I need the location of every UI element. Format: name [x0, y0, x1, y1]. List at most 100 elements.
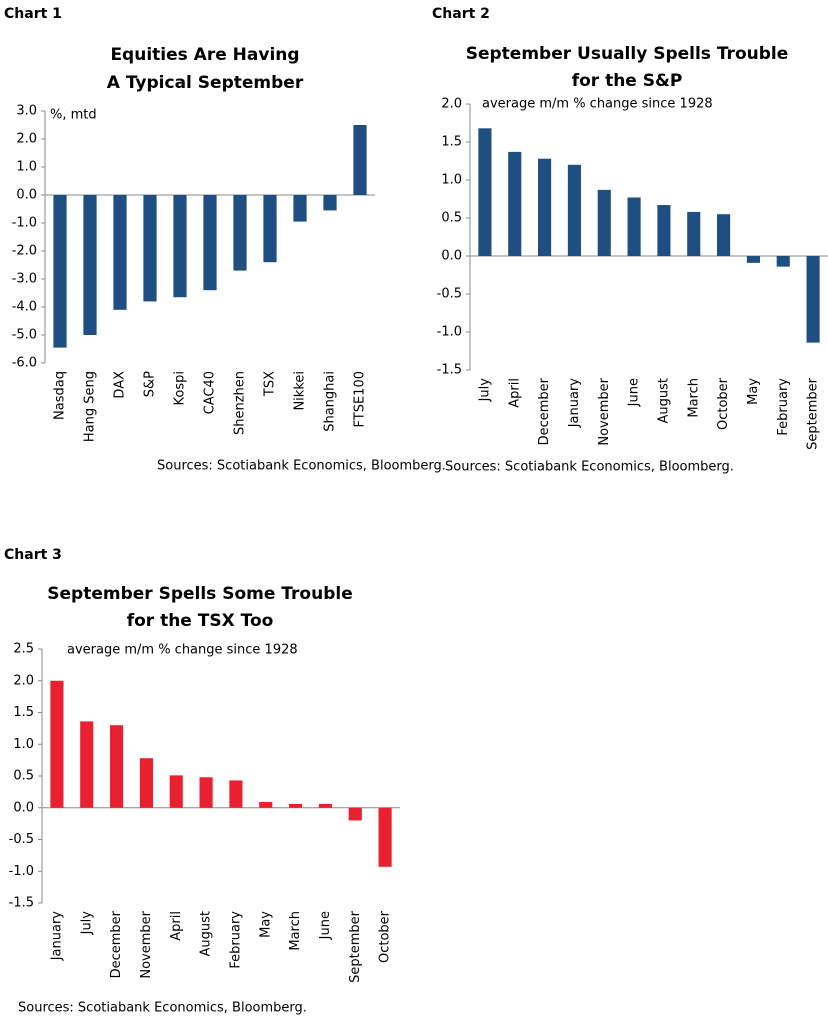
- bar: [717, 214, 731, 256]
- x-tick-label: January: [567, 378, 582, 429]
- y-tick-label: -1.5: [9, 896, 34, 911]
- y-tick-label: -3.0: [12, 272, 37, 287]
- x-tick-label: March: [686, 378, 701, 418]
- y-tick-label: -0.5: [437, 287, 462, 302]
- bar: [113, 195, 127, 310]
- x-tick-label: November: [139, 910, 154, 978]
- x-tick-label: DAX: [113, 371, 128, 399]
- chart-title: September Spells Some Trouble: [47, 584, 352, 604]
- x-tick-label: August: [199, 911, 214, 957]
- y-tick-label: 1.0: [441, 173, 462, 188]
- y-tick-label: 3.0: [16, 104, 37, 119]
- chart-title: for the S&P: [572, 71, 683, 91]
- x-tick-label: July: [79, 911, 94, 936]
- x-tick-label: Shanghai: [323, 371, 338, 432]
- bar: [627, 197, 641, 256]
- y-tick-label: 1.0: [13, 737, 34, 752]
- bar: [263, 195, 277, 263]
- chart-label: Chart 3: [4, 547, 62, 563]
- x-tick-label: May: [746, 378, 761, 405]
- source: Sources: Scotiabank Economics, Bloomberg…: [445, 460, 734, 475]
- x-tick-label: TSX: [263, 371, 278, 397]
- bar: [53, 195, 67, 348]
- bar: [746, 256, 760, 263]
- bar: [50, 680, 64, 808]
- x-tick-label: Nikkei: [293, 371, 308, 411]
- subtitle: average m/m % change since 1928: [67, 643, 298, 658]
- bar: [139, 758, 153, 808]
- y-tick-label: 1.5: [13, 705, 34, 720]
- x-tick-label: February: [228, 911, 243, 969]
- y-tick-label: 0.5: [441, 211, 462, 226]
- x-tick-label: November: [597, 377, 612, 445]
- bar: [110, 725, 124, 808]
- bar: [233, 195, 247, 271]
- bar: [203, 195, 217, 291]
- x-tick-label: October: [716, 377, 731, 430]
- bar: [776, 256, 790, 267]
- y-tick-label: -0.5: [9, 832, 34, 847]
- y-tick-label: 0.0: [13, 800, 34, 815]
- y-tick-label: -4.0: [12, 300, 37, 315]
- x-tick-label: S&P: [143, 371, 158, 397]
- chart-label: Chart 1: [4, 6, 62, 22]
- bar: [378, 807, 392, 867]
- bar: [199, 777, 213, 808]
- source: Sources: Scotiabank Economics, Bloomberg…: [157, 459, 446, 474]
- bar: [143, 195, 157, 302]
- x-tick-label: CAC40: [203, 371, 218, 414]
- x-tick-label: June: [318, 911, 333, 940]
- x-tick-label: August: [656, 378, 671, 424]
- bar: [83, 195, 97, 335]
- x-tick-label: Kospi: [173, 371, 188, 405]
- x-tick-label: May: [258, 911, 273, 938]
- x-tick-label: July: [477, 378, 492, 403]
- chart-title: for the TSX Too: [127, 611, 274, 631]
- y-tick-label: 2.0: [441, 97, 462, 112]
- x-tick-label: February: [776, 378, 791, 436]
- bar: [323, 195, 337, 211]
- bar: [806, 256, 820, 343]
- bar: [597, 189, 611, 256]
- x-tick-label: December: [537, 377, 552, 445]
- chart-title: A Typical September: [107, 73, 304, 93]
- bar: [80, 721, 94, 808]
- bar: [229, 780, 243, 808]
- bar: [259, 802, 273, 808]
- x-tick-label: September: [348, 910, 363, 983]
- subtitle: average m/m % change since 1928: [482, 97, 713, 112]
- y-tick-label: -1.5: [437, 363, 462, 378]
- x-tick-label: April: [507, 378, 522, 408]
- x-tick-label: April: [169, 911, 184, 941]
- x-tick-label: January: [49, 911, 64, 962]
- bar: [173, 195, 187, 298]
- x-tick-label: March: [288, 911, 303, 951]
- x-tick-label: June: [627, 378, 642, 407]
- x-tick-label: Shenzhen: [233, 371, 248, 435]
- chart-title: Equities Are Having: [110, 45, 299, 65]
- bar: [169, 775, 183, 808]
- y-tick-label: -2.0: [12, 244, 37, 259]
- source: Sources: Scotiabank Economics, Bloomberg…: [18, 1001, 307, 1016]
- x-tick-label: October: [378, 910, 393, 963]
- bar: [687, 211, 701, 256]
- bar: [348, 807, 362, 821]
- y-tick-label: 1.0: [16, 160, 37, 175]
- y-tick-label: 2.0: [13, 673, 34, 688]
- chart-label: Chart 2: [432, 6, 490, 22]
- y-tick-label: -1.0: [9, 864, 34, 879]
- x-tick-label: Nasdaq: [53, 371, 68, 420]
- y-tick-label: 0.0: [441, 249, 462, 264]
- x-tick-label: Hang Seng: [83, 371, 98, 442]
- bar: [353, 125, 367, 195]
- bar: [657, 205, 671, 256]
- y-tick-label: 0.0: [16, 188, 37, 203]
- y-tick-label: 2.5: [13, 642, 34, 657]
- x-tick-label: FTSE100: [353, 371, 368, 427]
- bar: [567, 164, 581, 256]
- y-tick-label: -1.0: [437, 325, 462, 340]
- bar: [538, 158, 552, 256]
- bar: [293, 195, 307, 222]
- bar: [318, 803, 332, 808]
